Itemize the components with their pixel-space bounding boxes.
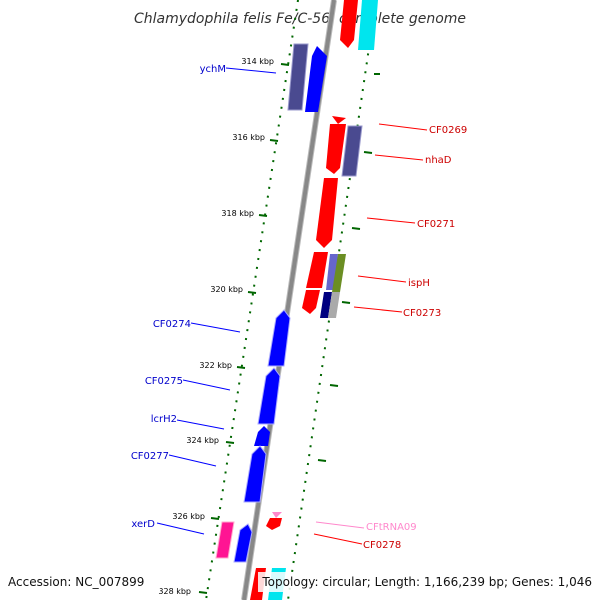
gene-label-ispH: ispH: [408, 278, 430, 289]
topology-text: Topology: circular; Length: 1,166,239 bp…: [261, 575, 592, 589]
tick-label: 318 kbp: [221, 209, 254, 218]
gene-label-CF0278: CF0278: [363, 540, 401, 551]
gene-CF0275[interactable]: [257, 367, 281, 425]
gene-ispH[interactable]: [306, 252, 346, 292]
tick-ring-inner: [205, 0, 299, 600]
gene-label-CF0275: CF0275: [145, 376, 183, 387]
gene-label-CF0274: CF0274: [153, 319, 191, 330]
tick-328: 328 kbp: [158, 587, 208, 596]
tick-marks: 314 kbp 316 kbp 318 kbp 320 kbp 322 kbp …: [158, 57, 380, 596]
gene-nhaD[interactable]: [326, 124, 363, 177]
gene-CF0277[interactable]: [243, 445, 267, 503]
tick-314: 314 kbp: [241, 57, 373, 154]
tick-324: 324 kbp: [186, 436, 235, 445]
genes-top: [340, 0, 378, 50]
gene-CF0278[interactable]: [266, 518, 282, 530]
tick-ring-outer: [287, 0, 377, 600]
tick-label: 314 kbp: [241, 57, 274, 66]
gene-label-CF0271: CF0271: [417, 219, 455, 230]
gene-lcrH2[interactable]: [254, 426, 270, 446]
gene-ychM[interactable]: [287, 43, 327, 112]
accession-text: Accession: NC_007899: [8, 575, 144, 589]
gene-label-lcrH2: lcrH2: [151, 414, 177, 425]
tick-label: 322 kbp: [199, 361, 232, 370]
gene-label-CF0269: CF0269: [429, 125, 467, 136]
tick-label: 320 kbp: [210, 285, 243, 294]
gene-CF0271[interactable]: [316, 178, 338, 248]
gene-label-ychM: ychM: [200, 64, 226, 75]
footer: Accession: NC_007899 Topology: circular;…: [0, 572, 600, 592]
gene-CFtRNA09[interactable]: [272, 512, 282, 518]
labels-left: ychM CF0274 CF0275 lcrH2 CF0277 xerD: [131, 64, 277, 535]
gene-arrow: [358, 0, 378, 50]
gene-CF0273[interactable]: [302, 290, 340, 318]
tick-322: 322 kbp: [199, 361, 246, 370]
labels-right: CF0269 nhaD CF0271 ispH CF0273 CFtRNA09 …: [313, 123, 467, 551]
gene-label-CF0273: CF0273: [403, 308, 441, 319]
gene-label-nhaD: nhaD: [425, 155, 452, 166]
gene-CF0269[interactable]: [332, 116, 346, 124]
tick-316: 316 kbp: [232, 133, 279, 142]
gene-label-CFtRNA09: CFtRNA09: [366, 522, 417, 533]
tick-label: 328 kbp: [158, 587, 191, 596]
gene-arrow: [340, 0, 358, 48]
map-title: Chlamydophila felis Fe/C-56, complete ge…: [134, 11, 466, 27]
tick-318: 318 kbp: [221, 209, 268, 218]
gene-CF0274[interactable]: [267, 309, 291, 367]
tick-326: 326 kbp: [172, 512, 220, 521]
gene-label-xerD: xerD: [131, 519, 155, 530]
tick-label: 324 kbp: [186, 436, 219, 445]
tick-label: 316 kbp: [232, 133, 265, 142]
tick-320: 320 kbp: [210, 285, 257, 294]
gene-xerD[interactable]: [215, 521, 253, 563]
tick-label: 326 kbp: [172, 512, 205, 521]
gene-label-CF0277: CF0277: [131, 451, 169, 462]
